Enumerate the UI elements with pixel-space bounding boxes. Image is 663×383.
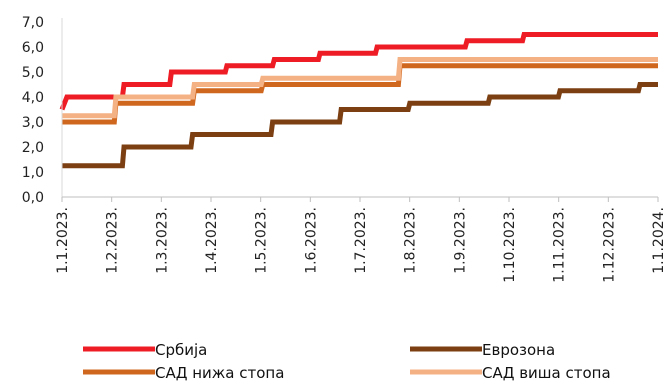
y-tick-label: 7,0 — [22, 15, 44, 31]
y-tick-label: 2,0 — [22, 140, 44, 156]
x-tick-label: 1.8.2023. — [403, 207, 419, 274]
axes — [61, 18, 659, 202]
x-tick-label: 1.11.2023. — [552, 207, 568, 283]
series-lines — [59, 32, 658, 169]
x-tick-label: 1.9.2023. — [452, 207, 468, 274]
y-tick-label: 3,0 — [22, 115, 44, 131]
x-tick-label: 1.6.2023. — [303, 207, 319, 274]
series-line-4 — [62, 57, 658, 119]
y-tick-label: 5,0 — [22, 65, 44, 81]
series-line-1 — [59, 32, 658, 111]
y-tick-label: 6,0 — [22, 40, 44, 56]
legend-label-3: САД нижа стопа — [155, 364, 284, 382]
x-tick-label: 1.5.2023. — [254, 207, 270, 274]
legend-label-2: Еврозона — [482, 341, 555, 359]
x-tick-label: 1.7.2023. — [353, 207, 369, 274]
y-tick-label: 1,0 — [22, 165, 44, 181]
y-tick-label: 4,0 — [22, 90, 44, 106]
legend-label-4: САД виша стопа — [482, 364, 611, 382]
y-tick-label: 0,0 — [22, 190, 44, 206]
y-axis-tick-labels: 0,0 1,0 2,0 3,0 4,0 5,0 6,0 7,0 — [22, 15, 44, 206]
x-tick-label: 1.10.2023. — [502, 207, 518, 283]
legend: Србија Еврозона САД нижа стопа САД виша сто… — [83, 341, 611, 382]
legend-label-1: Србија — [155, 341, 207, 359]
x-tick-label: 1.1.2023. — [55, 207, 71, 274]
x-tick-label: 1.2.2023. — [105, 207, 121, 274]
x-tick-label: 1.4.2023. — [204, 207, 220, 274]
x-tick-label: 1.12.2023. — [601, 207, 617, 283]
series-line-2 — [62, 82, 658, 169]
x-axis-tick-labels: 1.1.2023. 1.2.2023. 1.3.2023. 1.4.2023. 1.5.… — [55, 207, 663, 283]
x-tick-label: 1.3.2023. — [154, 207, 170, 274]
series-line-3 — [62, 63, 658, 125]
x-tick-label: 1.1.2024. — [651, 207, 663, 274]
